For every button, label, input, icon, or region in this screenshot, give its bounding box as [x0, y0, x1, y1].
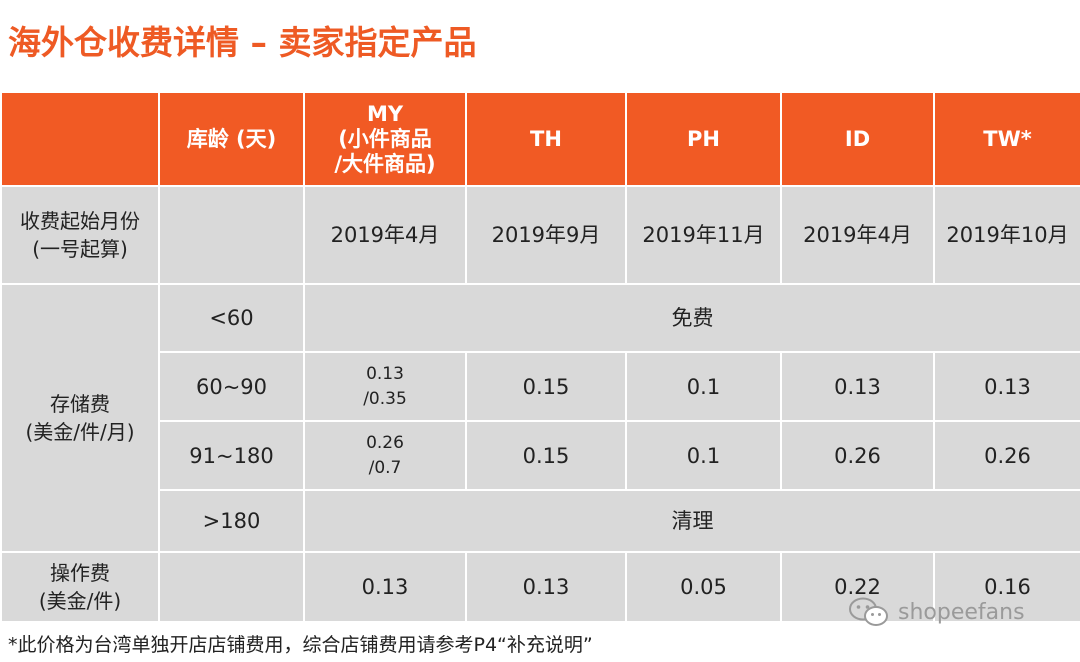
header-corner [0, 91, 160, 187]
operation-age-cell [158, 551, 305, 623]
operation-label-line1: 操作费 [50, 561, 110, 585]
storage-label: 存储费 (美金/件/月) [0, 283, 160, 553]
start-month-tw: 2019年10月 [933, 185, 1080, 285]
watermark-text: shopeefans [898, 599, 1025, 625]
operation-label: 操作费 (美金/件) [0, 551, 160, 623]
storage-60-90-id: 0.13 [780, 351, 935, 422]
storage-91-180-th: 0.15 [465, 420, 627, 491]
header-ph: PH [625, 91, 782, 187]
storage-free-cell: 免费 [303, 283, 1080, 353]
header-my: MY (小件商品 /大件商品) [303, 91, 467, 187]
storage-label-line1: 存储费 [50, 392, 110, 416]
operation-th: 0.13 [465, 551, 627, 623]
storage-row-lt60: 存储费 (美金/件/月) <60 免费 [0, 283, 1080, 553]
storage-age-60-90: 60~90 [158, 351, 305, 422]
start-month-label-line1: 收费起始月份 [20, 209, 140, 233]
header-tw: TW* [933, 91, 1080, 187]
start-month-ph: 2019年11月 [625, 185, 782, 285]
storage-row-91-180: 91~180 0.26 /0.7 0.15 0.1 0.26 0.26 [1, 420, 1080, 491]
storage-91-180-id: 0.26 [780, 420, 935, 491]
storage-row-gt180: >180 清理 [1, 489, 1080, 553]
storage-91-180-my-large: /0.7 [368, 457, 402, 478]
storage-60-90-my-large: /0.35 [363, 388, 407, 409]
start-month-label: 收费起始月份 (一号起算) [0, 185, 160, 285]
storage-row-60-90: 60~90 0.13 /0.35 0.15 0.1 0.13 0.13 [1, 351, 1080, 422]
operation-row: 操作费 (美金/件) 0.13 0.13 0.05 0.22 0.16 [0, 551, 1080, 623]
storage-age-lt60: <60 [158, 283, 305, 353]
start-month-id: 2019年4月 [780, 185, 935, 285]
header-my-line2: (小件商品 [338, 126, 432, 151]
start-month-label-line2: (一号起算) [32, 237, 128, 261]
start-month-row: 收费起始月份 (一号起算) 2019年4月 2019年9月 2019年11月 2… [0, 185, 1080, 285]
storage-age-gt180: >180 [158, 489, 305, 553]
watermark: shopeefans [848, 596, 1025, 628]
fee-table: 库龄 (天) MY (小件商品 /大件商品) TH PH ID TW* 收费起始… [0, 91, 1080, 623]
start-month-my: 2019年4月 [303, 185, 467, 285]
operation-id: 0.22 [780, 551, 935, 623]
storage-60-90-tw: 0.13 [933, 351, 1080, 422]
storage-label-line2: (美金/件/月) [25, 420, 135, 444]
operation-my: 0.13 [303, 551, 467, 623]
storage-clearance-cell: 清理 [303, 489, 1080, 553]
storage-91-180-my-small: 0.26 [366, 432, 404, 453]
footnote: *此价格为台湾单独开店店铺费用，综合店铺费用请参考P4“补充说明” [8, 634, 593, 656]
header-th: TH [465, 91, 627, 187]
start-month-th: 2019年9月 [465, 185, 627, 285]
storage-60-90-my: 0.13 /0.35 [303, 351, 467, 422]
storage-60-90-ph: 0.1 [625, 351, 782, 422]
operation-ph: 0.05 [625, 551, 782, 623]
header-my-line1: MY [366, 101, 404, 126]
wechat-icon [849, 597, 888, 626]
storage-age-91-180: 91~180 [158, 420, 305, 491]
operation-label-line2: (美金/件) [38, 589, 122, 613]
header-id: ID [780, 91, 935, 187]
page-title: 海外仓收费详情 – 卖家指定产品 [8, 23, 477, 62]
storage-60-90-th: 0.15 [465, 351, 627, 422]
storage-91-180-ph: 0.1 [625, 420, 782, 491]
header-age: 库龄 (天) [158, 91, 305, 187]
storage-91-180-tw: 0.26 [933, 420, 1080, 491]
operation-tw: 0.16 [933, 551, 1080, 623]
header-row: 库龄 (天) MY (小件商品 /大件商品) TH PH ID TW* [0, 91, 1080, 187]
storage-60-90-my-small: 0.13 [366, 363, 404, 384]
header-my-line3: /大件商品) [334, 151, 436, 176]
start-month-age-cell [158, 185, 305, 285]
storage-91-180-my: 0.26 /0.7 [303, 420, 467, 491]
